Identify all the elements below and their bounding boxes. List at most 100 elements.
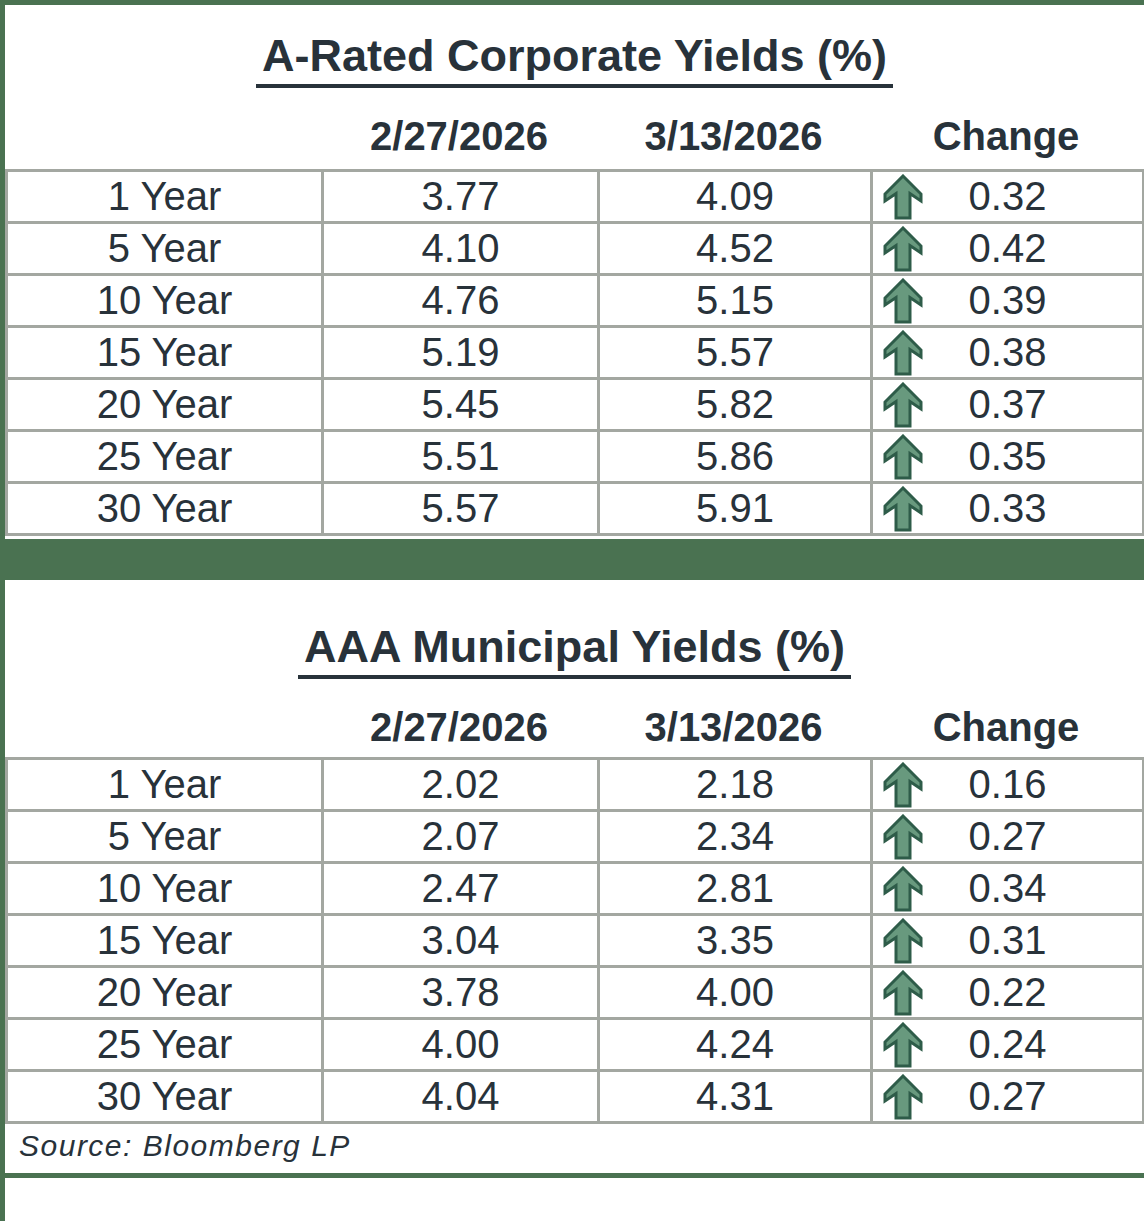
change-cell: 0.27 — [872, 811, 1144, 863]
table-row: 1 Year3.774.09 0.32 — [7, 171, 1144, 223]
table-row: 10 Year2.472.81 0.34 — [7, 863, 1144, 915]
change-cell: 0.31 — [872, 915, 1144, 967]
curr-value-cell: 2.34 — [599, 811, 872, 863]
curr-value-cell: 4.31 — [599, 1071, 872, 1123]
up-arrow-icon — [883, 866, 923, 912]
change-value: 0.27 — [969, 1074, 1047, 1118]
prev-date-column-header: 2/27/2026 — [321, 114, 597, 159]
source-note: Source: Bloomberg LP — [5, 1124, 1144, 1168]
up-arrow-icon — [883, 278, 923, 324]
up-arrow-icon — [883, 1074, 923, 1120]
maturity-cell: 1 Year — [7, 759, 323, 811]
prev-value-cell: 4.04 — [323, 1071, 599, 1123]
municipal-yields-title: AAA Municipal Yields (%) — [298, 620, 851, 679]
maturity-cell: 30 Year — [7, 483, 323, 535]
change-value: 0.27 — [969, 814, 1047, 858]
table-row: 5 Year2.072.34 0.27 — [7, 811, 1144, 863]
maturity-cell: 25 Year — [7, 1019, 323, 1071]
up-arrow-icon — [883, 486, 923, 532]
prev-value-cell: 3.78 — [323, 967, 599, 1019]
up-arrow-icon — [883, 970, 923, 1016]
change-value: 0.34 — [969, 866, 1047, 910]
prev-value-cell: 2.07 — [323, 811, 599, 863]
corporate-yields-title: A-Rated Corporate Yields (%) — [256, 29, 893, 88]
table-row: 30 Year5.575.91 0.33 — [7, 483, 1144, 535]
change-cell: 0.39 — [872, 275, 1144, 327]
prev-date-column-header: 2/27/2026 — [321, 705, 597, 750]
change-value: 0.22 — [969, 970, 1047, 1014]
up-arrow-icon — [883, 1022, 923, 1068]
prev-value-cell: 5.19 — [323, 327, 599, 379]
up-arrow-icon — [883, 382, 923, 428]
maturity-cell: 10 Year — [7, 275, 323, 327]
up-arrow-icon — [883, 330, 923, 376]
change-value: 0.39 — [969, 278, 1047, 322]
change-cell: 0.33 — [872, 483, 1144, 535]
curr-value-cell: 5.15 — [599, 275, 872, 327]
prev-value-cell: 5.51 — [323, 431, 599, 483]
change-column-header: Change — [870, 114, 1142, 159]
change-value: 0.33 — [969, 486, 1047, 530]
up-arrow-icon — [883, 918, 923, 964]
maturity-cell: 20 Year — [7, 967, 323, 1019]
table-row: 30 Year4.044.31 0.27 — [7, 1071, 1144, 1123]
up-arrow-icon — [883, 762, 923, 808]
curr-value-cell: 5.91 — [599, 483, 872, 535]
corporate-yields-table: 1 Year3.774.09 0.325 Year4.104.52 0.4210… — [5, 169, 1144, 536]
curr-value-cell: 4.00 — [599, 967, 872, 1019]
maturity-cell: 30 Year — [7, 1071, 323, 1123]
change-value: 0.24 — [969, 1022, 1047, 1066]
change-cell: 0.38 — [872, 327, 1144, 379]
maturity-cell: 25 Year — [7, 431, 323, 483]
municipal-yields-table: 1 Year2.022.18 0.165 Year2.072.34 0.2710… — [5, 757, 1144, 1124]
change-cell: 0.27 — [872, 1071, 1144, 1123]
change-cell: 0.35 — [872, 431, 1144, 483]
table-row: 10 Year4.765.15 0.39 — [7, 275, 1144, 327]
change-cell: 0.22 — [872, 967, 1144, 1019]
curr-value-cell: 3.35 — [599, 915, 872, 967]
source-note-text: Source: Bloomberg LP — [19, 1129, 351, 1163]
maturity-cell: 15 Year — [7, 915, 323, 967]
maturity-cell: 20 Year — [7, 379, 323, 431]
change-value: 0.32 — [969, 174, 1047, 218]
change-cell: 0.42 — [872, 223, 1144, 275]
change-value: 0.35 — [969, 434, 1047, 478]
corporate-yields-header-row: 2/27/2026 3/13/2026 Change — [5, 112, 1144, 160]
prev-value-cell: 3.04 — [323, 915, 599, 967]
prev-value-cell: 5.45 — [323, 379, 599, 431]
change-cell: 0.37 — [872, 379, 1144, 431]
change-value: 0.31 — [969, 918, 1047, 962]
corporate-yields-section: A-Rated Corporate Yields (%) — [5, 5, 1144, 88]
prev-value-cell: 2.02 — [323, 759, 599, 811]
prev-value-cell: 3.77 — [323, 171, 599, 223]
up-arrow-icon — [883, 434, 923, 480]
prev-value-cell: 4.76 — [323, 275, 599, 327]
curr-value-cell: 5.86 — [599, 431, 872, 483]
curr-date-column-header: 3/13/2026 — [597, 114, 870, 159]
table-row: 25 Year4.004.24 0.24 — [7, 1019, 1144, 1071]
report-frame: A-Rated Corporate Yields (%) 2/27/2026 3… — [0, 0, 1144, 1221]
change-cell: 0.16 — [872, 759, 1144, 811]
section-divider-bar — [0, 539, 1144, 580]
curr-value-cell: 5.57 — [599, 327, 872, 379]
change-value: 0.16 — [969, 762, 1047, 806]
table-row: 15 Year5.195.57 0.38 — [7, 327, 1144, 379]
prev-value-cell: 4.10 — [323, 223, 599, 275]
curr-date-column-header: 3/13/2026 — [597, 705, 870, 750]
table-row: 5 Year4.104.52 0.42 — [7, 223, 1144, 275]
change-value: 0.37 — [969, 382, 1047, 426]
up-arrow-icon — [883, 814, 923, 860]
table-row: 20 Year5.455.82 0.37 — [7, 379, 1144, 431]
change-cell: 0.24 — [872, 1019, 1144, 1071]
change-cell: 0.32 — [872, 171, 1144, 223]
table-row: 25 Year5.515.86 0.35 — [7, 431, 1144, 483]
curr-value-cell: 4.09 — [599, 171, 872, 223]
table-row: 15 Year3.043.35 0.31 — [7, 915, 1144, 967]
bottom-border-bar — [0, 1173, 1144, 1178]
municipal-yields-section: AAA Municipal Yields (%) — [5, 580, 1144, 679]
prev-value-cell: 5.57 — [323, 483, 599, 535]
municipal-yields-header-row: 2/27/2026 3/13/2026 Change — [5, 703, 1144, 751]
maturity-cell: 1 Year — [7, 171, 323, 223]
prev-value-cell: 2.47 — [323, 863, 599, 915]
up-arrow-icon — [883, 226, 923, 272]
